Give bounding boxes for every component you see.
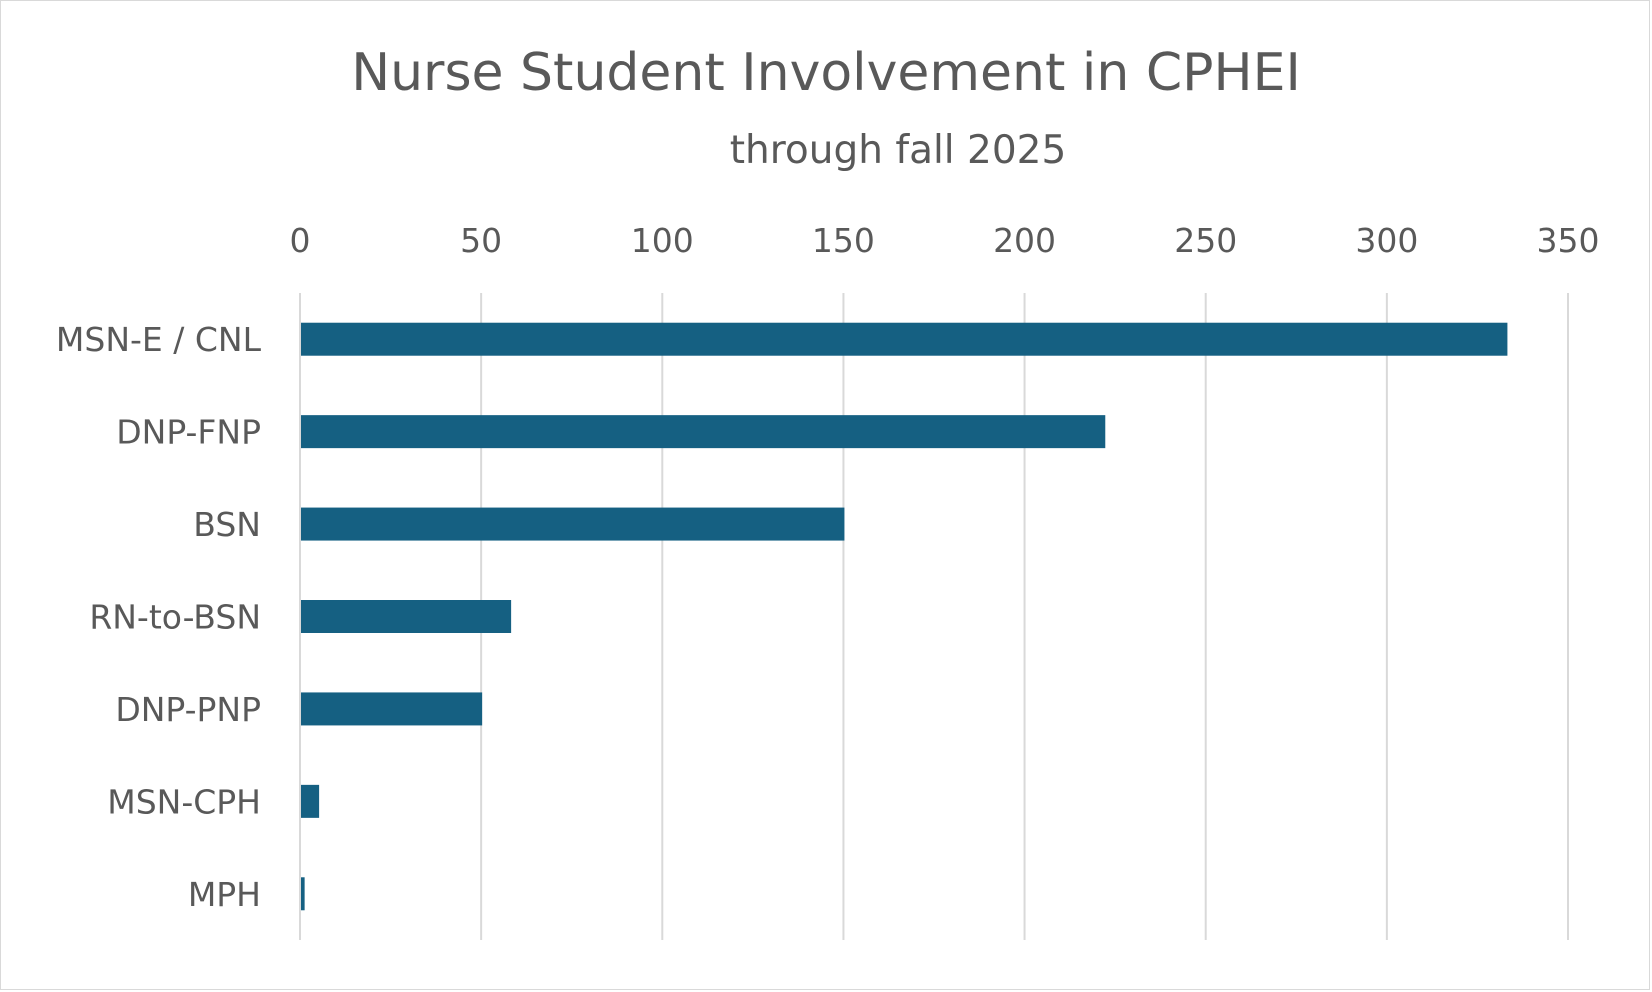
bar-bsn [301,507,845,541]
x-tick-label-150: 150 [812,221,875,260]
category-label-bsn: BSN [193,505,261,544]
x-axis-tick-labels: 0 50 100 150 200 250 300 350 [290,221,1600,260]
bar-rn-to-bsn [301,600,512,633]
chart-title: Nurse Student Involvement in CPHEI [351,43,1301,103]
bar-mph [301,877,305,911]
category-label-dnp-pnp: DNP-PNP [115,690,261,729]
x-tick-label-350: 350 [1537,221,1600,260]
category-label-mph: MPH [188,875,261,914]
category-label-msn-e-cnl: MSN-E / CNL [56,320,262,359]
bar-dnp-fnp [301,415,1106,449]
bar-msn-cph [301,784,320,818]
bars [301,322,1508,911]
x-tick-label-50: 50 [460,221,502,260]
bar-dnp-pnp [301,692,483,726]
x-tick-label-300: 300 [1355,221,1418,260]
category-label-msn-cph: MSN-CPH [107,782,261,821]
x-tick-label-100: 100 [631,221,694,260]
category-label-dnp-fnp: DNP-FNP [116,413,261,452]
x-tick-label-0: 0 [290,221,311,260]
x-tick-label-200: 200 [993,221,1056,260]
category-label-rn-to-bsn: RN-to-BSN [89,598,261,637]
chart-subtitle: through fall 2025 [730,128,1067,173]
bar-msn-e-cnl [301,322,1508,356]
x-tick-label-250: 250 [1174,221,1237,260]
category-labels: MSN-E / CNL DNP-FNP BSN RN-to-BSN DNP-PNP MSN… [56,320,262,914]
gridlines [299,293,1569,940]
